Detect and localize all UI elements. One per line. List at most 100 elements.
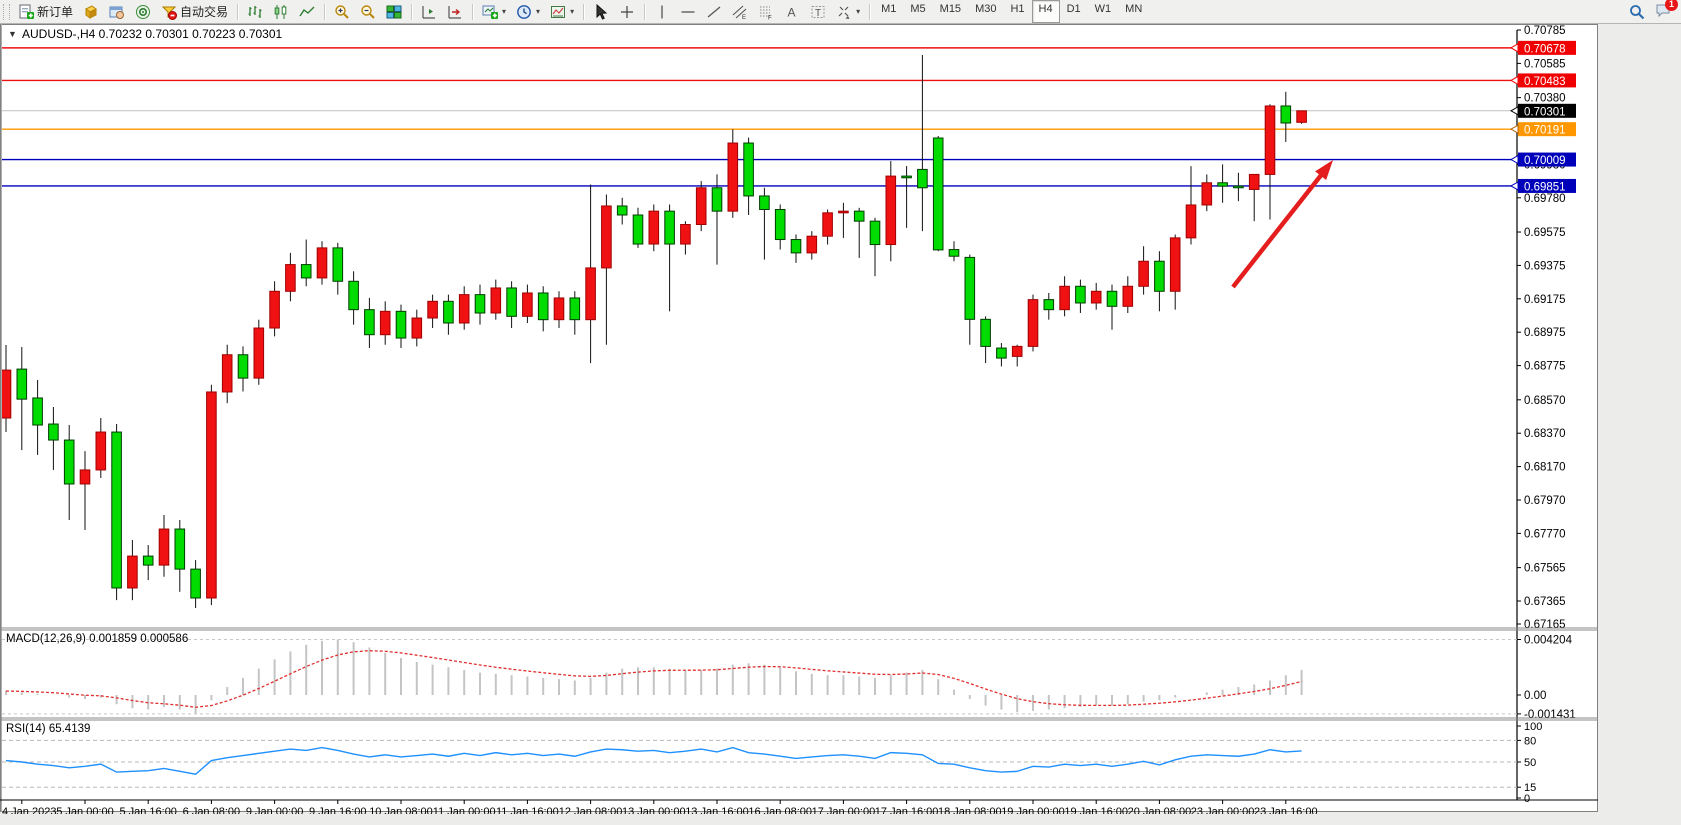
zoom-out-button[interactable]: [355, 0, 381, 24]
svg-text:0.70301: 0.70301: [1524, 106, 1566, 118]
svg-text:0.70009: 0.70009: [1524, 155, 1566, 167]
svg-text:18 Jan 08:00: 18 Jan 08:00: [938, 806, 1002, 814]
vertical-line-icon: [661, 5, 663, 18]
chart-canvas[interactable]: ▼ AUDUSD-,H4 0.70232 0.70301 0.70223 0.70…: [0, 24, 1681, 818]
cursor-button[interactable]: [588, 0, 614, 24]
svg-text:▼: ▼: [8, 29, 17, 39]
bar-chart-type-button[interactable]: [242, 0, 268, 24]
svg-text:0.00: 0.00: [1524, 690, 1546, 702]
dropdown-arrow-icon: ▾: [502, 7, 507, 16]
timeframe-button-m30[interactable]: M30: [975, 3, 997, 15]
svg-text:11 Jan 00:00: 11 Jan 00:00: [433, 806, 496, 814]
line-chart-type-button[interactable]: [294, 0, 320, 24]
zoom-out-icon: [361, 4, 375, 19]
navigator-button[interactable]: [104, 0, 130, 24]
svg-text:17 Jan 16:00: 17 Jan 16:00: [875, 806, 939, 814]
price-marker-0.70301: 0.70301: [1509, 103, 1576, 118]
svg-text:0.69575: 0.69575: [1524, 227, 1566, 239]
text-label-tool-button[interactable]: T: [805, 0, 831, 24]
svg-text:0.69375: 0.69375: [1524, 260, 1566, 272]
svg-text:0.68775: 0.68775: [1524, 361, 1566, 373]
new-order-button[interactable]: 新订单: [13, 0, 78, 24]
candlestick-chart-type-button[interactable]: [268, 0, 294, 24]
trendline-icon: [707, 6, 721, 17]
timeframe-button-m15[interactable]: M15: [939, 3, 962, 15]
periods-button[interactable]: ▾: [511, 0, 545, 24]
svg-text:AUDUSD-,H4 0.70232 0.70301 0.: AUDUSD-,H4 0.70232 0.70301 0.70223 0.703…: [22, 27, 283, 41]
price-lines-layer[interactable]: [2, 47, 1517, 187]
timeframe-button-h4[interactable]: H4: [1031, 0, 1060, 23]
svg-text:0.67970: 0.67970: [1524, 495, 1566, 507]
svg-text:0.69175: 0.69175: [1524, 294, 1566, 306]
timeframe-button-mn[interactable]: MN: [1125, 3, 1143, 15]
crosshair-button[interactable]: [614, 0, 640, 24]
timeframe-button-m1[interactable]: M1: [881, 3, 897, 15]
new-chart-icon: [482, 5, 499, 19]
autotrade-button[interactable]: 自动交易: [156, 0, 233, 24]
tile-windows-icon: [386, 5, 402, 18]
svg-text:5 Jan 00:00: 5 Jan 00:00: [56, 806, 114, 814]
auto-scroll-button[interactable]: [442, 0, 468, 24]
crosshair-icon: [621, 5, 634, 18]
templates-button[interactable]: ▾: [545, 0, 579, 24]
candles-layer: [2, 55, 1307, 609]
annotation-arrow[interactable]: [1231, 160, 1333, 289]
toolbar-separator: [644, 3, 646, 20]
text-label-icon: T: [811, 5, 825, 19]
trendline-tool-button[interactable]: [701, 0, 727, 24]
market-watch-button[interactable]: [78, 0, 104, 24]
svg-text:0.70380: 0.70380: [1524, 93, 1566, 105]
autotrade-icon: [161, 6, 178, 20]
svg-text:0.69780: 0.69780: [1524, 193, 1566, 205]
main-toolbar: 新订单 自动交易: [0, 0, 1681, 24]
svg-text:20 Jan 08:00: 20 Jan 08:00: [1128, 806, 1192, 814]
vertical-line-tool-button[interactable]: [649, 0, 675, 24]
svg-text:0.004204: 0.004204: [1524, 635, 1573, 647]
text-tool-button[interactable]: A: [779, 0, 805, 24]
svg-text:0.70678: 0.70678: [1524, 43, 1566, 55]
svg-text:0.68975: 0.68975: [1524, 327, 1566, 339]
svg-text:23 Jan 00:00: 23 Jan 00:00: [1191, 806, 1255, 814]
new-chart-button[interactable]: ▾: [477, 0, 511, 24]
chart-window[interactable]: ▼ AUDUSD-,H4 0.70232 0.70301 0.70223 0.70…: [0, 24, 1681, 818]
svg-text:0.68570: 0.68570: [1524, 395, 1566, 407]
svg-text:-0.001431: -0.001431: [1524, 709, 1576, 721]
timeframe-button-m5[interactable]: M5: [910, 3, 926, 15]
toolbar-separator: [237, 3, 239, 20]
tile-windows-button[interactable]: [381, 0, 407, 24]
svg-text:9 Jan 16:00: 9 Jan 16:00: [309, 806, 367, 814]
rsi-line: [5, 746, 1302, 775]
price-marker-0.69851: 0.69851: [1509, 178, 1576, 193]
notifications-button[interactable]: 1: [1655, 0, 1678, 21]
price-marker-0.70191: 0.70191: [1509, 122, 1576, 137]
svg-text:23 Jan 16:00: 23 Jan 16:00: [1254, 806, 1318, 814]
svg-text:F: F: [768, 15, 772, 20]
svg-text:0: 0: [1524, 793, 1530, 805]
navigator-icon: [109, 6, 125, 19]
shapes-tool-button[interactable]: ▾: [831, 0, 865, 24]
svg-text:A: A: [788, 5, 796, 19]
svg-text:12 Jan 08:00: 12 Jan 08:00: [559, 806, 623, 814]
timeframe-button-w1[interactable]: W1: [1094, 3, 1112, 15]
toolbar-separator: [869, 3, 871, 20]
chart-shift-button[interactable]: [416, 0, 442, 24]
svg-text:0.70191: 0.70191: [1524, 125, 1566, 137]
timeframe-button-h1[interactable]: H1: [1010, 3, 1025, 15]
terminal-button[interactable]: [130, 0, 156, 24]
zoom-in-button[interactable]: [329, 0, 355, 24]
svg-text:0.68170: 0.68170: [1524, 462, 1566, 474]
candlestick-chart-icon: [274, 4, 287, 19]
horizontal-line-tool-button[interactable]: [675, 0, 701, 24]
svg-text:10 Jan 08:00: 10 Jan 08:00: [369, 806, 433, 814]
toolbar-grip[interactable]: [3, 3, 10, 20]
timeframe-button-d1[interactable]: D1: [1066, 3, 1081, 15]
svg-text:100: 100: [1524, 721, 1542, 733]
channel-tool-button[interactable]: E: [727, 0, 753, 24]
cursor-arrow-icon: [596, 3, 608, 20]
svg-text:T: T: [815, 8, 821, 19]
search-icon[interactable]: [1629, 4, 1645, 20]
terminal-icon: [136, 4, 151, 19]
market-watch-icon: [85, 4, 97, 19]
fibonacci-tool-button[interactable]: F: [753, 0, 779, 24]
chart-title: ▼ AUDUSD-,H4 0.70232 0.70301 0.70223 0.70…: [8, 27, 283, 41]
